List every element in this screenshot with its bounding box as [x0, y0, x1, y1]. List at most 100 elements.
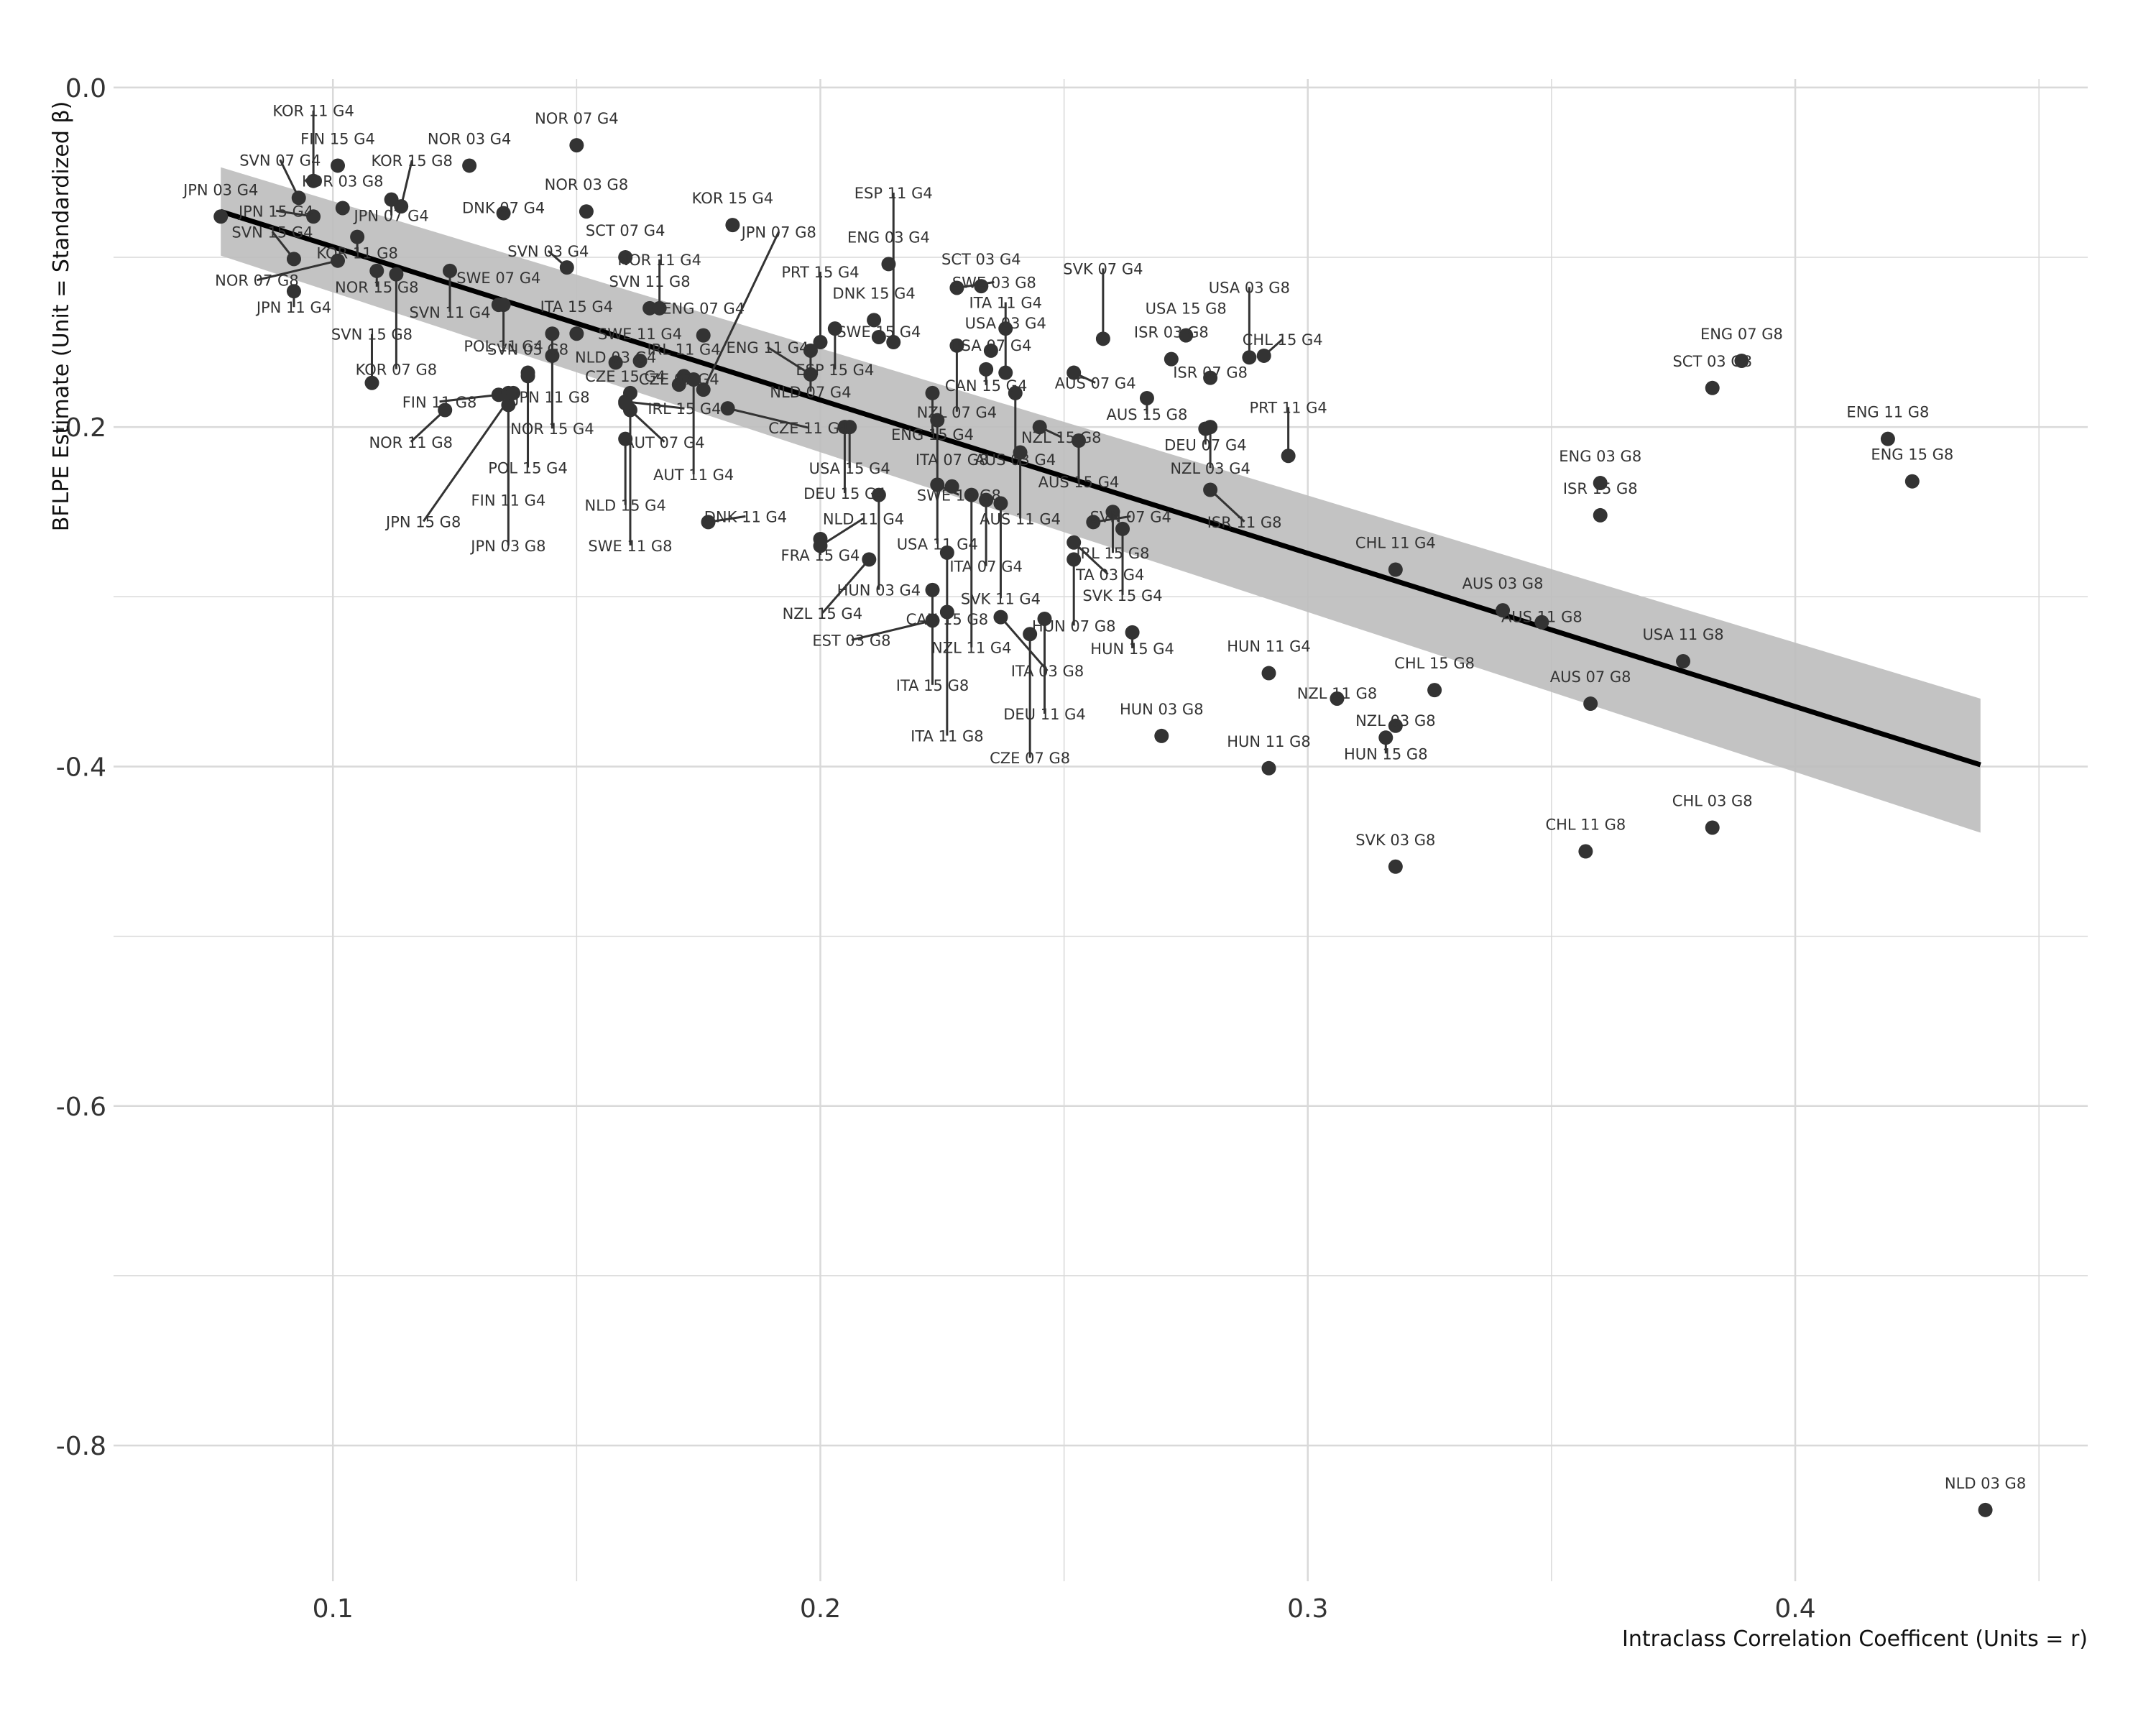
data-point [944, 479, 959, 494]
data-point [632, 354, 648, 369]
data-point [1388, 859, 1403, 874]
point-label: KOR 07 G8 [356, 362, 437, 379]
data-point [993, 496, 1008, 511]
data-point [1496, 603, 1511, 618]
data-point [676, 369, 691, 384]
label-leader-line [439, 393, 499, 403]
point-label: AUT 11 G4 [653, 466, 734, 484]
y-axis-title: BFLPE Estimate (Unit = Standardized β) [49, 101, 74, 532]
point-label: SCT 03 G4 [941, 251, 1021, 268]
point-label: SWE 07 G4 [456, 270, 540, 287]
point-label: NOR 07 G4 [535, 110, 619, 127]
label-leader-line [625, 400, 685, 410]
data-point [291, 190, 306, 206]
point-label: USA 03 G8 [1209, 279, 1290, 296]
data-point [701, 515, 716, 530]
regression-line [220, 208, 1981, 768]
point-label: ESP 11 G4 [854, 185, 933, 202]
label-leader-line [1073, 541, 1109, 576]
data-point [652, 300, 667, 316]
point-label: USA 15 G4 [809, 460, 890, 477]
axis-ticks: 0.1 0.2 0.3 0.4 0.0 -0.2 -0.4 -0.6 -0.8 [56, 74, 1816, 1624]
point-label: NZL 11 G8 [1297, 685, 1378, 702]
data-point [1067, 365, 1082, 380]
point-label: HUN 03 G8 [1120, 701, 1204, 718]
data-point [559, 260, 574, 275]
data-point [979, 362, 994, 377]
data-point [725, 218, 740, 233]
data-point [1904, 474, 1920, 489]
data-point [803, 343, 818, 358]
data-point [369, 263, 384, 278]
point-label: ITA 15 G8 [896, 677, 969, 694]
point-label: KOR 03 G8 [302, 172, 383, 190]
data-point [364, 375, 379, 390]
point-label: JPN 11 G8 [513, 389, 589, 406]
data-point [871, 487, 886, 502]
data-point [618, 249, 633, 264]
data-point [720, 401, 735, 416]
point-label: ISR 03 G8 [1134, 324, 1209, 341]
x-tick-label: 0.1 [313, 1594, 354, 1624]
point-label: FIN 15 G4 [300, 130, 375, 147]
point-label: SVN 11 G8 [609, 273, 691, 290]
point-label: NOR 11 G4 [617, 252, 701, 269]
data-point [618, 431, 633, 446]
data-point [983, 343, 998, 358]
point-label: ENG 03 G8 [1559, 448, 1641, 465]
point-label: DEU 15 G4 [803, 485, 886, 502]
data-point [827, 321, 842, 336]
data-point [813, 538, 828, 553]
data-point [1203, 370, 1218, 385]
y-tick-label: -0.4 [56, 753, 106, 782]
point-label: ENG 03 G4 [847, 229, 930, 246]
data-point [925, 582, 940, 597]
point-label: AUS 15 G4 [1038, 474, 1120, 491]
point-label: ISR 15 G8 [1563, 480, 1638, 497]
data-point [1261, 760, 1276, 776]
data-point [1388, 718, 1403, 733]
label-leader-line [1210, 489, 1245, 523]
point-label: ISR 11 G8 [1207, 514, 1282, 531]
point-label: USA 11 G8 [1642, 626, 1723, 643]
point-label: DEU 11 G4 [1003, 706, 1086, 723]
y-tick-label: 0.0 [65, 74, 106, 104]
data-point [520, 369, 535, 384]
point-label: JPN 15 G4 [237, 203, 313, 220]
data-point [1071, 433, 1086, 448]
data-point [871, 329, 886, 344]
point-label: AUS 11 G4 [980, 511, 1061, 528]
point-label: CHL 03 G8 [1672, 792, 1753, 809]
data-point [1139, 390, 1154, 405]
point-label: NLD 15 G4 [585, 497, 666, 515]
point-label: DNK 15 G4 [832, 285, 915, 302]
point-label: HUN 11 G8 [1227, 733, 1311, 750]
data-point [1534, 615, 1549, 630]
point-labels: FIN 15 G4 KOR 03 G8 JPN 07 G4 NOR 07 G4 KOR … [182, 103, 2026, 1492]
point-label: IRL 15 G8 [1076, 545, 1149, 562]
point-label: NZL 03 G8 [1355, 712, 1436, 730]
point-label: HUN 07 G8 [1032, 617, 1116, 635]
data-point [1330, 691, 1345, 706]
label-leader-line [727, 407, 809, 429]
data-point [213, 209, 229, 224]
data-point [1427, 683, 1442, 698]
point-label: HUN 11 G4 [1227, 638, 1311, 656]
data-point [1593, 476, 1608, 491]
data-point [608, 355, 623, 370]
x-tick-label: 0.2 [800, 1594, 841, 1624]
data-point [1164, 351, 1179, 367]
data-point [1705, 820, 1720, 835]
label-leader-line [1000, 616, 1049, 672]
data-point [1242, 350, 1257, 365]
point-label: HUN 03 G4 [837, 582, 921, 599]
data-point [443, 263, 458, 278]
point-label: NLD 03 G4 [575, 349, 656, 366]
point-label: SVN 15 G4 [231, 224, 313, 241]
data-point [696, 382, 711, 397]
data-point [993, 610, 1008, 625]
label-leader-line [257, 259, 338, 282]
point-label: ENG 15 G4 [891, 426, 974, 443]
data-point [862, 552, 877, 567]
